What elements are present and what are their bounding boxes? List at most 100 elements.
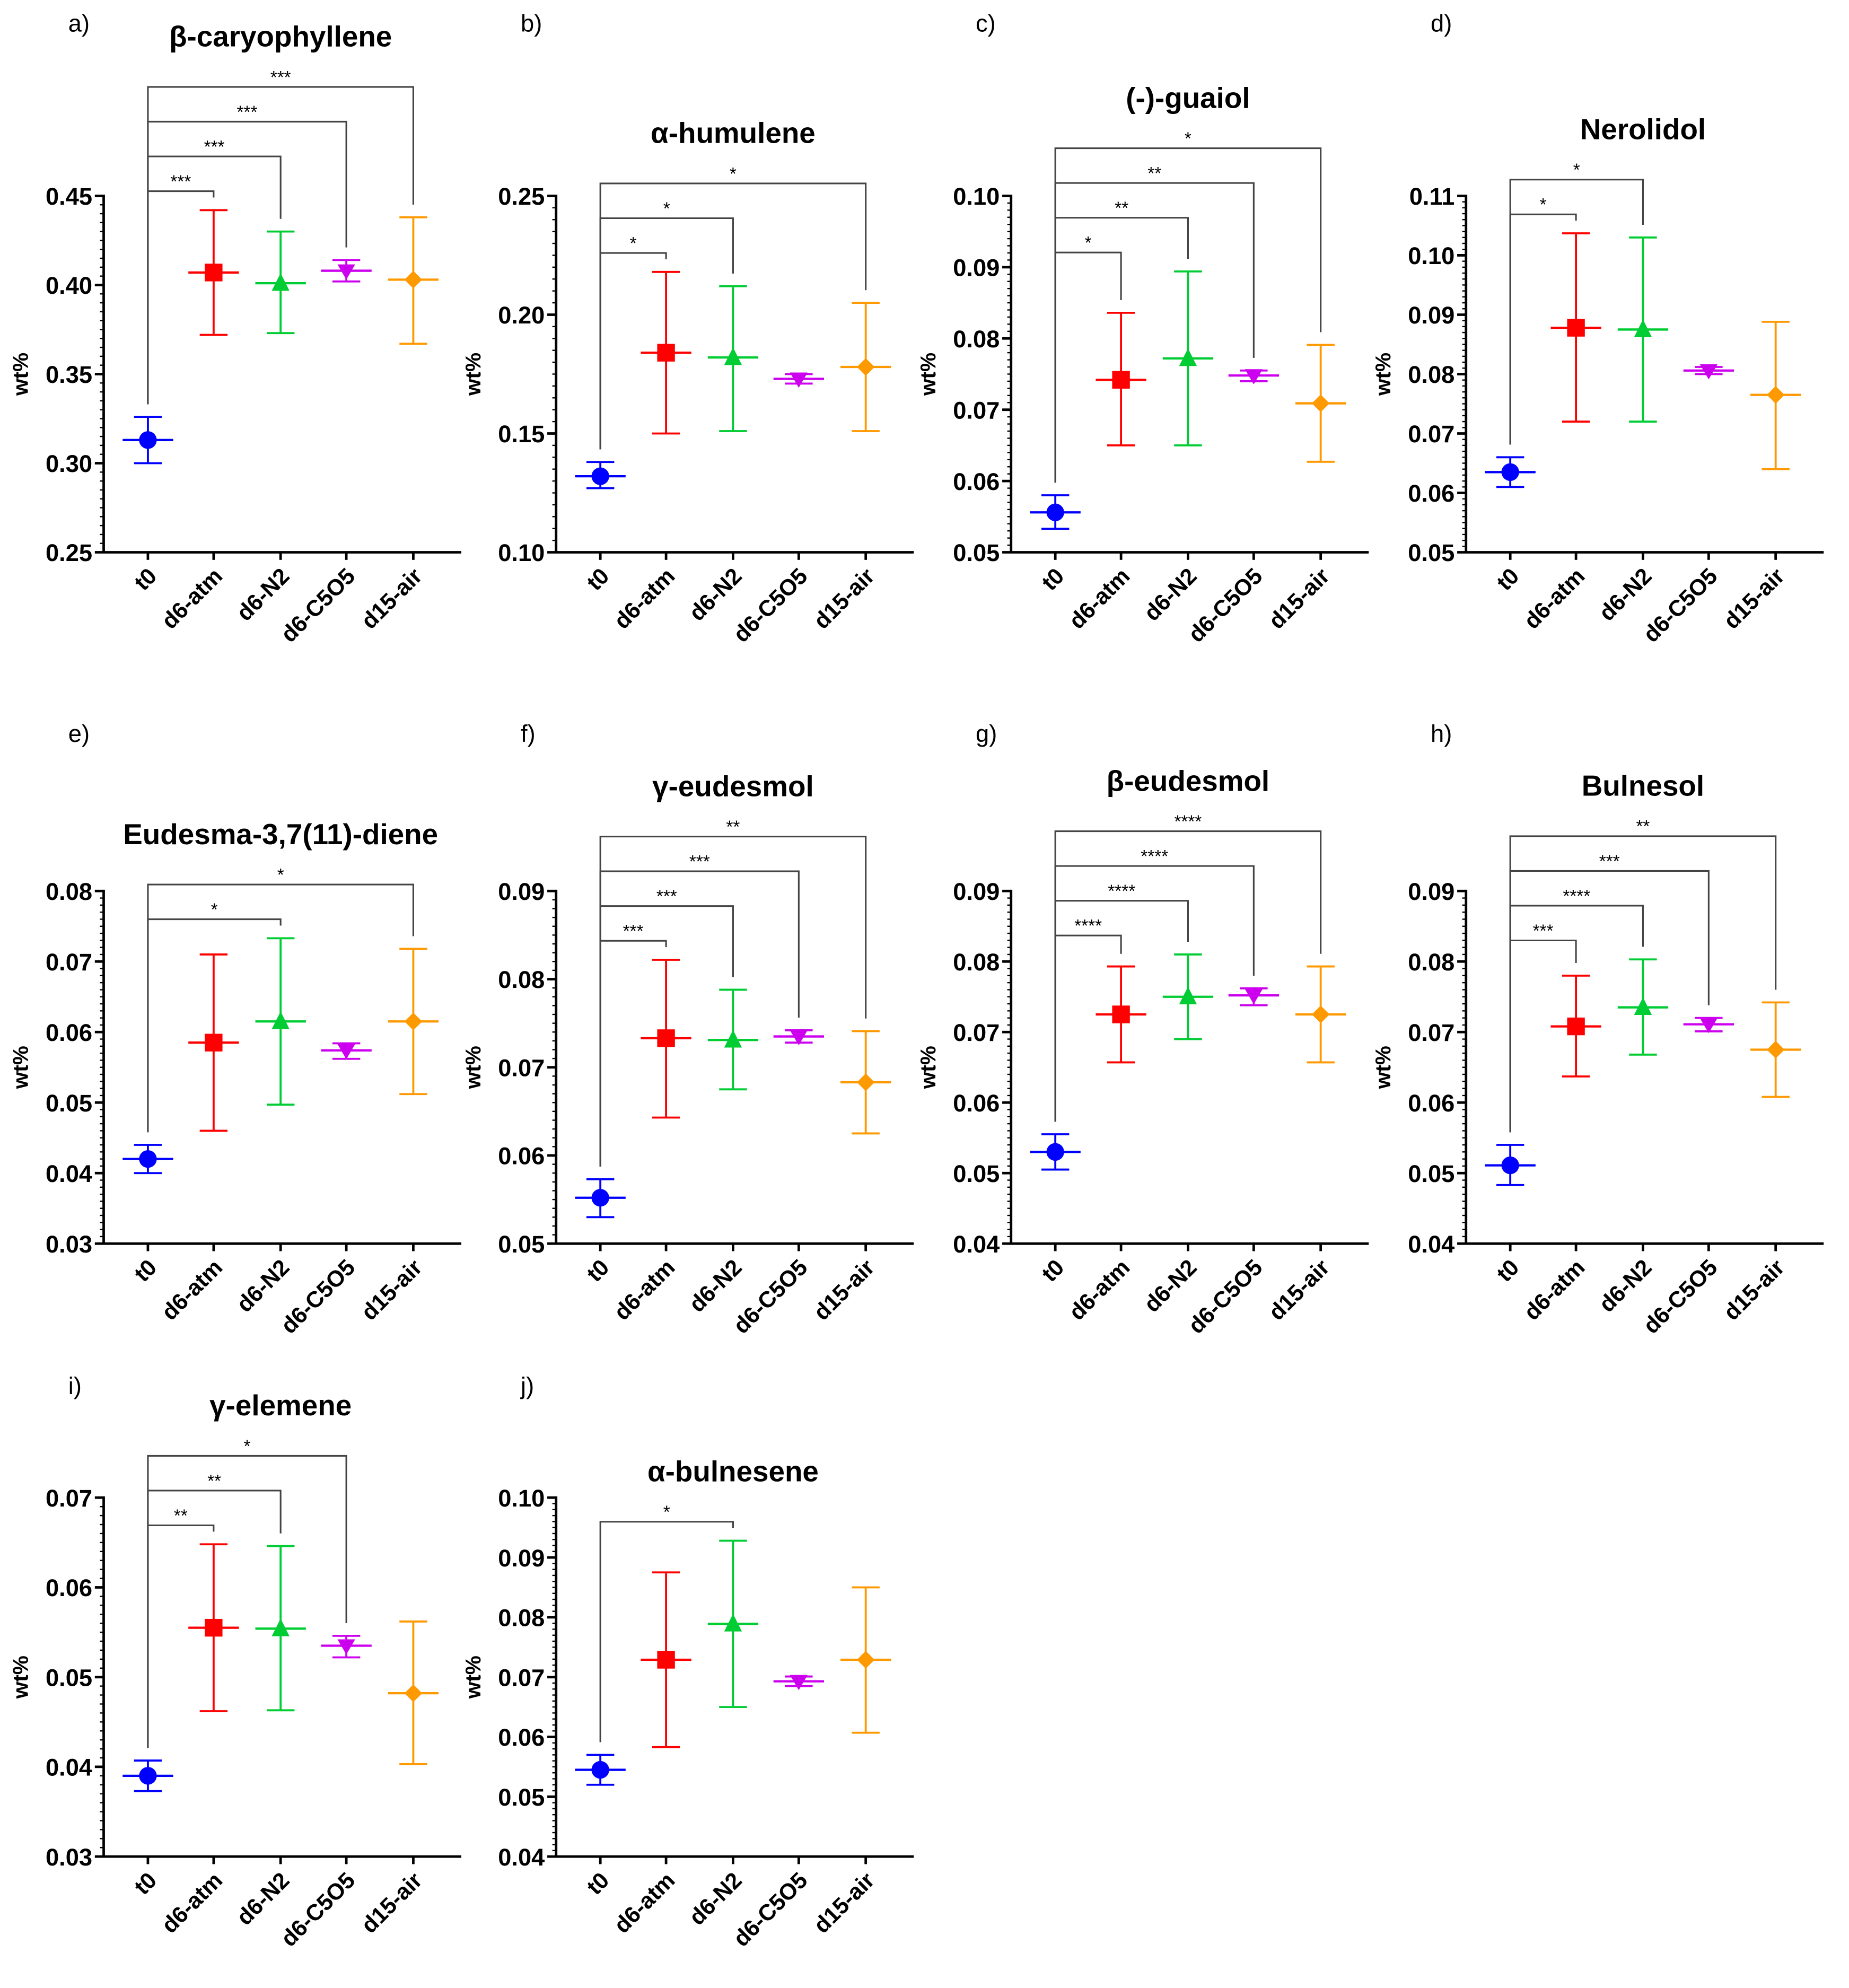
marker-triangle-down	[1245, 369, 1263, 384]
marker-triangle-down	[790, 1030, 808, 1046]
panel-letter: e)	[68, 720, 90, 747]
significance-label: ****	[1141, 847, 1168, 866]
significance-label: ****	[1563, 887, 1590, 906]
data-point-d6-atm	[1550, 974, 1601, 1078]
data-point-d15-air	[840, 1586, 891, 1734]
y-tick-label: 0.08	[953, 326, 1000, 353]
y-tick-label: 0.05	[498, 1784, 545, 1811]
significance-label: ***	[623, 922, 644, 941]
data-point-d15-air	[1295, 965, 1346, 1064]
significance-label: *	[730, 164, 737, 184]
marker-circle	[139, 1150, 157, 1168]
x-tick-label: d15-air	[356, 563, 427, 634]
bracket-line	[1054, 147, 1322, 483]
marker-triangle-up	[724, 1030, 742, 1048]
x-tick-label: t0	[1492, 563, 1524, 595]
data-point-d6-C5O5	[773, 1675, 825, 1691]
data-point-t0	[575, 461, 626, 489]
y-tick-label: 0.11	[1409, 183, 1455, 210]
bracket-line	[1054, 182, 1255, 483]
significance-bracket: *	[599, 234, 667, 450]
x-tick-label: d15-air	[1264, 1255, 1335, 1326]
data-point-d6-N2	[707, 1539, 759, 1709]
marker-diamond	[856, 358, 875, 376]
significance-bracket: *	[1509, 161, 1644, 445]
y-tick-label: 0.05	[953, 1160, 1000, 1187]
y-tick-label: 0.08	[1408, 949, 1454, 976]
x-tick-label: d15-air	[1264, 563, 1335, 634]
x-tick-label: d6-N2	[1139, 1255, 1202, 1317]
x-tick-label: d15-air	[809, 1255, 880, 1326]
marker-triangle-down	[337, 1639, 355, 1655]
y-tick-label: 0.07	[46, 949, 92, 976]
y-tick-label: 0.35	[46, 361, 92, 388]
x-tick-label: d6-atm	[609, 1868, 680, 1938]
bracket-line	[599, 252, 667, 450]
y-tick-label: 0.25	[46, 539, 92, 566]
bracket-line	[147, 1455, 347, 1748]
bracket-line	[147, 883, 414, 1133]
marker-circle	[591, 1761, 609, 1779]
y-tick-label: 0.08	[46, 878, 92, 905]
marker-triangle-up	[271, 1011, 290, 1029]
marker-triangle-up	[1634, 319, 1652, 337]
data-point-d6-atm	[641, 270, 691, 435]
y-tick-label: 0.04	[953, 1231, 1000, 1258]
marker-circle	[1501, 463, 1519, 481]
marker-square	[1112, 371, 1130, 389]
x-tick-label: d6-N2	[684, 563, 747, 626]
y-tick-label: 0.06	[46, 1574, 92, 1601]
data-point-d6-C5O5	[321, 259, 372, 283]
y-tick-label: 0.06	[46, 1019, 92, 1046]
data-point-d15-air	[1750, 320, 1801, 470]
significance-label: **	[174, 1506, 188, 1526]
y-tick-label: 0.07	[953, 397, 1000, 424]
data-point-t0	[1485, 456, 1536, 488]
y-tick-label: 0.20	[498, 302, 545, 329]
y-tick-label: 0.07	[953, 1019, 1000, 1046]
significance-bracket: *	[1054, 129, 1322, 483]
data-point-d6-N2	[1617, 958, 1669, 1056]
y-tick-label: 0.06	[953, 1090, 1000, 1117]
significance-label: ***	[689, 852, 710, 872]
marker-triangle-up	[724, 1614, 742, 1632]
data-point-d6-C5O5	[1228, 369, 1280, 384]
data-point-d6-N2	[1162, 953, 1214, 1040]
y-tick-label: 0.40	[46, 272, 92, 299]
panel-title: γ-elemene	[209, 1389, 352, 1422]
significance-label: *	[1085, 233, 1092, 253]
y-tick-label: 0.05	[1408, 1160, 1454, 1187]
significance-bracket: ***	[147, 68, 414, 405]
data-point-d6-N2	[707, 988, 759, 1091]
bracket-line	[599, 1521, 734, 1742]
x-tick-label: d15-air	[356, 1255, 427, 1326]
y-tick-label: 0.08	[498, 966, 545, 993]
x-tick-label: d6-atm	[157, 1255, 227, 1325]
marker-square	[205, 1618, 223, 1637]
x-tick-label: d6-N2	[1594, 563, 1657, 626]
marker-triangle-down	[790, 1675, 808, 1691]
x-tick-label: d15-air	[1719, 563, 1790, 634]
panel-title: Bulnesol	[1582, 769, 1704, 802]
panel-letter: a)	[68, 10, 90, 37]
significance-bracket: ***	[147, 102, 347, 405]
significance-label: ***	[656, 887, 677, 906]
x-tick-label: d15-air	[809, 1868, 880, 1939]
bracket-line	[599, 835, 867, 1167]
y-tick-label: 0.07	[498, 1664, 545, 1691]
significance-label: ****	[1174, 812, 1202, 831]
significance-bracket: **	[1054, 164, 1255, 483]
panel-letter: h)	[1431, 720, 1452, 747]
significance-label: *	[663, 199, 670, 218]
data-point-t0	[122, 1144, 173, 1175]
marker-diamond	[1766, 386, 1785, 404]
data-point-t0	[122, 416, 173, 465]
significance-label: *	[1185, 129, 1191, 148]
panel-j: j) 0.04 0.05 0.06 0.07 0.08 0.09 0.10 wt% t0d6-at…	[461, 1372, 914, 1952]
bracket-line	[599, 182, 867, 450]
x-tick-label: d6-atm	[609, 563, 680, 634]
panel-letter: b)	[521, 10, 542, 37]
marker-square	[205, 264, 223, 282]
marker-square	[1567, 319, 1585, 337]
